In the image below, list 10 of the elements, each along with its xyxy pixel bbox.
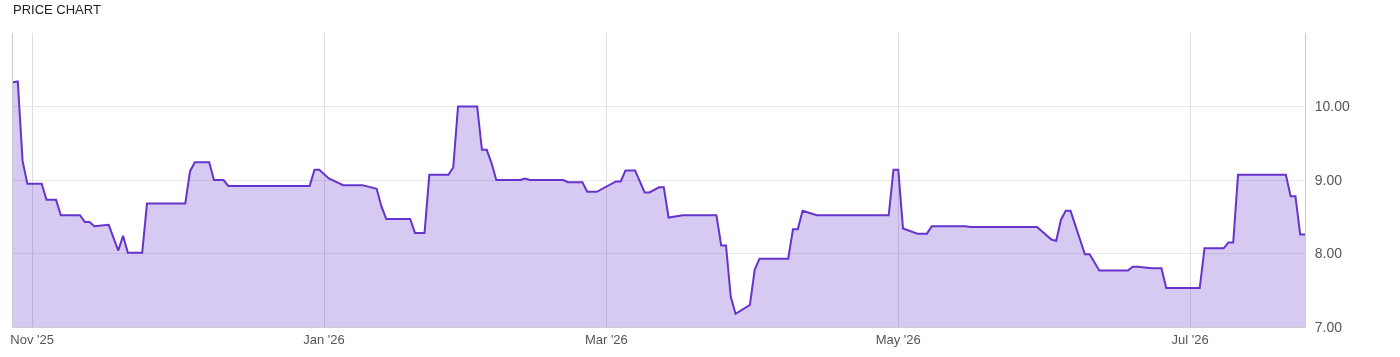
y-tick-label: 7.00 — [1314, 318, 1343, 335]
x-tick-label: Jul '26 — [1171, 331, 1209, 347]
y-tick-label: 8.00 — [1314, 245, 1343, 262]
y-tick-label: 9.00 — [1314, 171, 1343, 188]
x-tick-label: May '26 — [875, 331, 921, 347]
y-tick-label: 10.00 — [1314, 98, 1351, 115]
chart-title: PRICE CHART — [13, 2, 101, 18]
x-tick-label: Nov '25 — [10, 331, 54, 347]
x-tick-label: Jan '26 — [303, 331, 345, 347]
x-tick-label: Mar '26 — [584, 331, 628, 347]
